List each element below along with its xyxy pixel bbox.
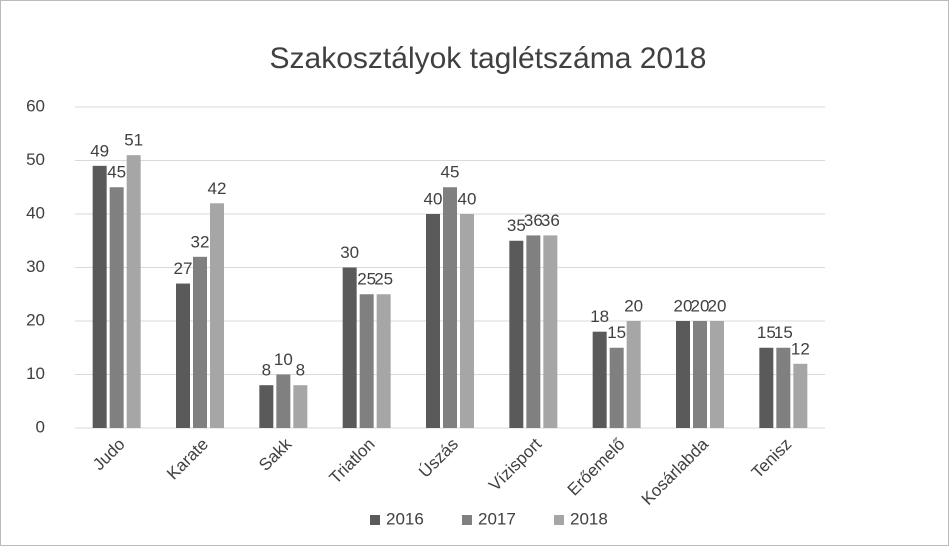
legend-label: 2018 xyxy=(570,509,608,528)
data-label: 27 xyxy=(174,259,193,278)
y-tick-label: 10 xyxy=(26,364,45,383)
data-label: 32 xyxy=(191,232,210,251)
bar xyxy=(259,385,274,428)
bar xyxy=(210,203,224,428)
data-label: 10 xyxy=(274,350,293,369)
data-label: 40 xyxy=(458,189,477,208)
bar xyxy=(626,321,641,428)
y-tick-label: 50 xyxy=(26,150,45,169)
chart-title: Szakosztályok taglétszáma 2018 xyxy=(270,42,707,75)
bar xyxy=(193,256,207,428)
bar xyxy=(276,374,291,428)
data-label: 40 xyxy=(424,189,443,208)
bar xyxy=(592,331,607,428)
data-label: 20 xyxy=(624,296,643,315)
data-label: 45 xyxy=(107,163,126,182)
bar xyxy=(342,267,357,428)
data-label: 12 xyxy=(791,339,810,358)
data-label: 51 xyxy=(124,131,143,150)
legend-swatch xyxy=(462,515,472,525)
bar xyxy=(526,235,541,428)
data-label: 15 xyxy=(607,323,626,342)
bar xyxy=(776,347,791,428)
data-label: 8 xyxy=(262,361,271,380)
bar xyxy=(693,321,707,428)
data-label: 36 xyxy=(524,211,543,230)
data-label: 49 xyxy=(90,141,109,160)
data-label: 15 xyxy=(757,323,776,342)
y-tick-label: 60 xyxy=(26,96,45,115)
bar xyxy=(460,214,474,428)
legend-label: 2017 xyxy=(478,509,516,528)
data-label: 20 xyxy=(708,296,727,315)
bar xyxy=(759,347,774,428)
bar xyxy=(176,283,190,428)
bar xyxy=(609,347,624,428)
bar xyxy=(543,235,558,428)
y-tick-label: 0 xyxy=(36,417,45,436)
bar xyxy=(92,165,107,428)
bar xyxy=(426,214,440,428)
legend-swatch xyxy=(370,515,380,525)
data-label: 36 xyxy=(541,211,560,230)
bar xyxy=(109,187,124,428)
data-label: 8 xyxy=(296,361,305,380)
data-label: 18 xyxy=(590,307,609,326)
bar xyxy=(509,240,524,428)
bar xyxy=(359,294,374,428)
data-label: 25 xyxy=(357,270,376,289)
data-label: 25 xyxy=(374,270,393,289)
bar xyxy=(126,155,141,428)
bar xyxy=(376,294,391,428)
legend-label: 2016 xyxy=(386,509,424,528)
y-tick-label: 20 xyxy=(26,310,45,329)
bar xyxy=(293,385,308,428)
bar xyxy=(676,321,690,428)
y-tick-label: 40 xyxy=(26,203,45,222)
data-label: 42 xyxy=(208,179,227,198)
legend-swatch xyxy=(554,515,564,525)
data-label: 15 xyxy=(774,323,793,342)
y-tick-label: 30 xyxy=(26,257,45,276)
bar xyxy=(793,363,808,428)
data-label: 20 xyxy=(691,296,710,315)
data-label: 30 xyxy=(340,243,359,262)
data-label: 35 xyxy=(507,216,526,235)
data-label: 45 xyxy=(441,163,460,182)
data-label: 20 xyxy=(674,296,693,315)
bar xyxy=(443,187,457,428)
bar xyxy=(710,321,724,428)
